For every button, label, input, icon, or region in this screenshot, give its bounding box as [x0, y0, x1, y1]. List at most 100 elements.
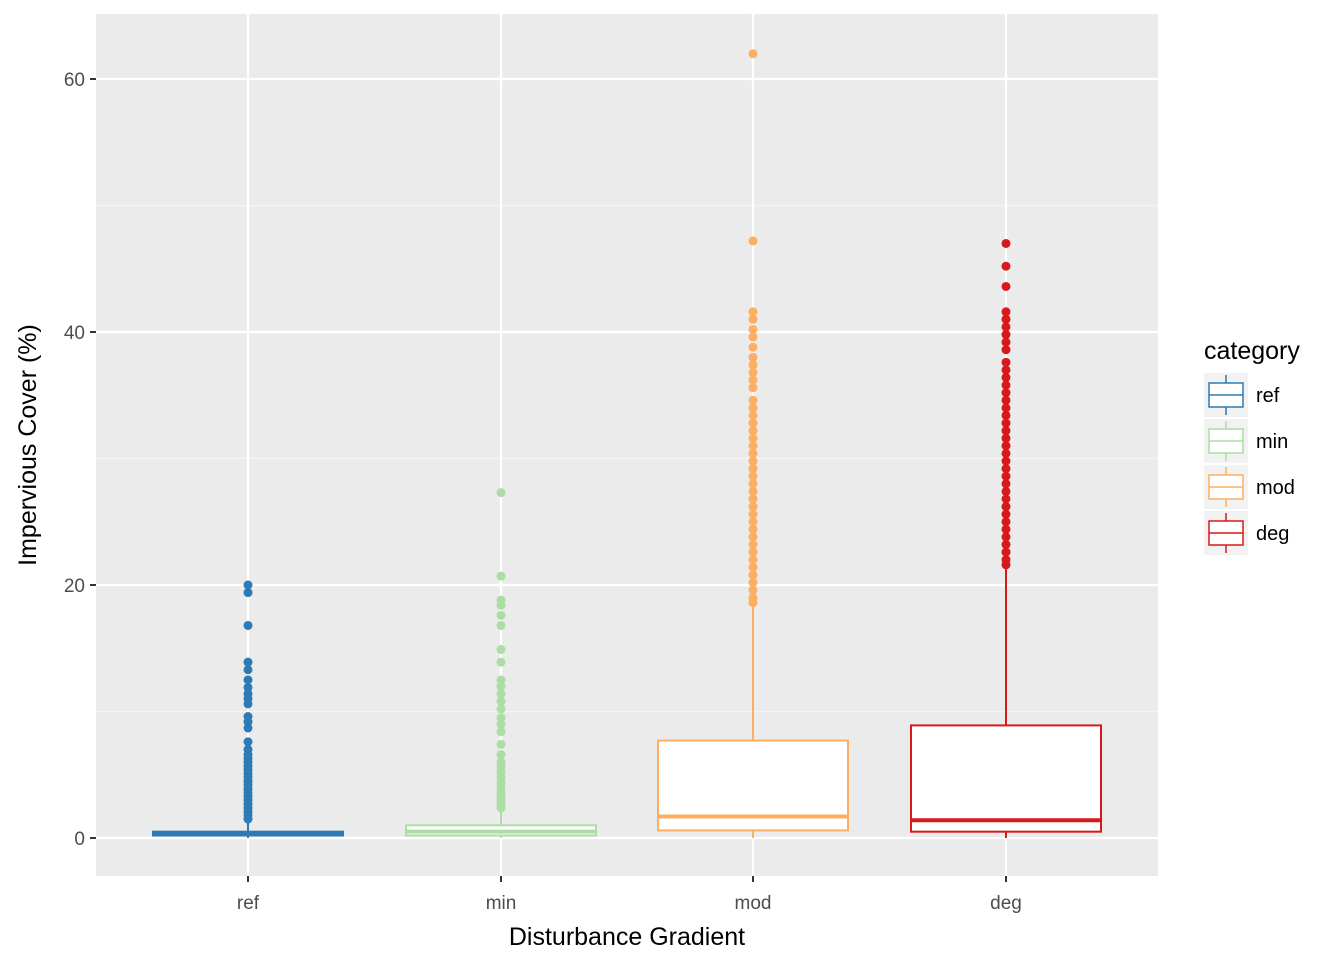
x-tick-label: ref — [237, 893, 260, 914]
outlier-point — [1001, 540, 1011, 550]
outlier-point — [748, 562, 758, 572]
outlier-point — [1001, 471, 1011, 481]
outlier-point — [748, 517, 758, 527]
outlier-point — [1001, 238, 1011, 248]
legend-label: mod — [1256, 477, 1295, 499]
outlier-point — [1001, 532, 1011, 542]
outlier-point — [748, 532, 758, 542]
outlier-point — [243, 682, 253, 692]
outlier-point — [1001, 456, 1011, 466]
outlier-point — [1001, 441, 1011, 451]
outlier-point — [496, 719, 506, 729]
outlier-point — [1001, 307, 1011, 317]
outlier-point — [748, 555, 758, 565]
box-deg — [910, 238, 1102, 838]
y-axis-ticks: 0 20 40 60 — [64, 70, 96, 850]
outlier-point — [243, 717, 253, 727]
outlier-point — [496, 739, 506, 749]
outlier-point — [748, 383, 758, 393]
outlier-point — [243, 665, 253, 675]
outlier-point — [1001, 494, 1011, 504]
outlier-point — [1001, 365, 1011, 375]
outlier-point — [1001, 380, 1011, 390]
x-tick-label: mod — [735, 893, 772, 914]
outlier-point — [1001, 330, 1011, 340]
outlier-point — [496, 681, 506, 691]
outlier-point — [748, 502, 758, 512]
outlier-point — [496, 488, 506, 498]
outlier-point — [1001, 373, 1011, 383]
outlier-point — [496, 657, 506, 667]
outlier-point — [1001, 337, 1011, 347]
x-tick-label: deg — [990, 893, 1022, 914]
outlier-point — [748, 547, 758, 557]
box-min — [405, 488, 597, 838]
outlier-point — [748, 509, 758, 519]
outlier-point — [748, 418, 758, 428]
x-tick-label: min — [486, 893, 517, 914]
outlier-point — [748, 352, 758, 362]
x-axis-title: Disturbance Gradient — [509, 923, 745, 951]
outlier-point — [748, 410, 758, 420]
outlier-point — [1001, 281, 1011, 291]
outlier-point — [243, 675, 253, 685]
outlier-point — [748, 307, 758, 317]
outlier-point — [496, 610, 506, 620]
outlier-point — [748, 540, 758, 550]
outlier-point — [1001, 509, 1011, 519]
outlier-point — [496, 750, 506, 760]
outlier-point — [1001, 345, 1011, 355]
legend-entry-deg: deg — [1204, 511, 1289, 555]
outlier-point — [1001, 502, 1011, 512]
outlier-point — [748, 441, 758, 451]
outlier-point — [748, 524, 758, 534]
outlier-point — [1001, 517, 1011, 527]
outlier-point — [1001, 547, 1011, 557]
outlier-point — [748, 395, 758, 405]
outlier-point — [748, 324, 758, 334]
boxes — [152, 49, 1102, 838]
outlier-point — [496, 600, 506, 610]
outlier-point — [243, 620, 253, 630]
legend-entry-ref: ref — [1204, 373, 1280, 417]
outlier-point — [748, 494, 758, 504]
outlier-point — [748, 426, 758, 436]
outlier-point — [496, 571, 506, 581]
outlier-point — [748, 236, 758, 246]
outlier-point — [496, 727, 506, 737]
outlier-point — [748, 342, 758, 352]
legend-label: deg — [1256, 523, 1289, 545]
outlier-point — [1001, 448, 1011, 458]
box-iqr — [910, 724, 1102, 833]
outlier-point — [1001, 322, 1011, 332]
outlier-point — [748, 570, 758, 580]
legend-title: category — [1204, 337, 1300, 365]
legend-label: min — [1256, 431, 1288, 453]
outlier-point — [748, 486, 758, 496]
outlier-point — [496, 704, 506, 714]
y-tick-label: 0 — [74, 829, 85, 850]
box-mod — [657, 49, 849, 838]
outlier-point — [1001, 524, 1011, 534]
legend: category ref min mod deg — [1204, 337, 1300, 555]
y-tick-label: 20 — [64, 576, 85, 597]
outlier-point — [748, 332, 758, 342]
outlier-point — [1001, 433, 1011, 443]
outlier-point — [1001, 560, 1011, 570]
outlier-point — [1001, 388, 1011, 398]
outlier-point — [1001, 426, 1011, 436]
outlier-point — [1001, 479, 1011, 489]
outlier-point — [748, 585, 758, 595]
outlier-point — [748, 367, 758, 377]
outlier-point — [496, 696, 506, 706]
outlier-point — [243, 580, 253, 590]
outlier-point — [1001, 486, 1011, 496]
outlier-point — [748, 598, 758, 608]
outlier-point — [243, 737, 253, 747]
outlier-point — [243, 588, 253, 598]
outlier-point — [748, 433, 758, 443]
outlier-point — [748, 479, 758, 489]
legend-entry-min: min — [1204, 419, 1288, 463]
outlier-point — [496, 645, 506, 655]
